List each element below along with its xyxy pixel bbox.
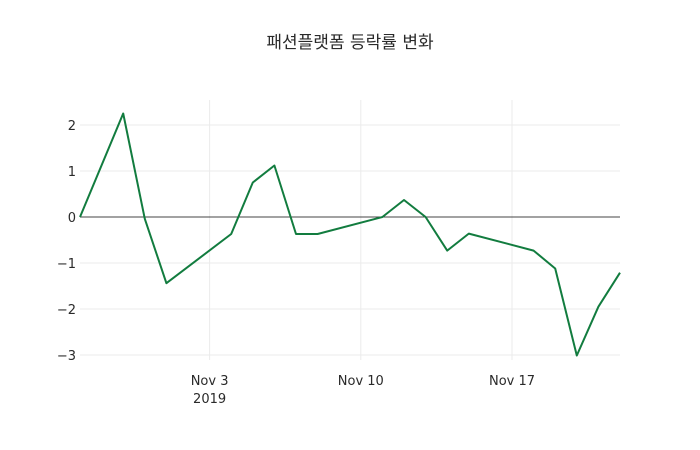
x-tick-label: Nov 3 — [191, 374, 229, 389]
x-tick-label: Nov 10 — [338, 374, 384, 389]
y-tick-label: 1 — [68, 165, 76, 180]
y-gridlines — [80, 124, 620, 356]
x-tick-sublabel: 2019 — [193, 392, 226, 407]
y-tick-label: −3 — [57, 349, 76, 364]
x-tick-label: Nov 17 — [489, 374, 535, 389]
y-tick-label: −1 — [57, 257, 76, 272]
data-series — [79, 112, 621, 357]
y-tick-label: −2 — [57, 303, 76, 318]
y-tick-label: 0 — [68, 211, 76, 226]
series-line — [79, 112, 621, 357]
chart-title: 패션플랫폼 등락률 변화 — [266, 33, 434, 53]
y-axis-ticks: 2 1 0 −1 −2 −3 — [57, 119, 76, 364]
x-gridlines — [209, 100, 513, 360]
y-tick-label: 2 — [68, 119, 76, 134]
x-axis-ticks: Nov 3 2019 Nov 10 Nov 17 — [191, 374, 535, 407]
